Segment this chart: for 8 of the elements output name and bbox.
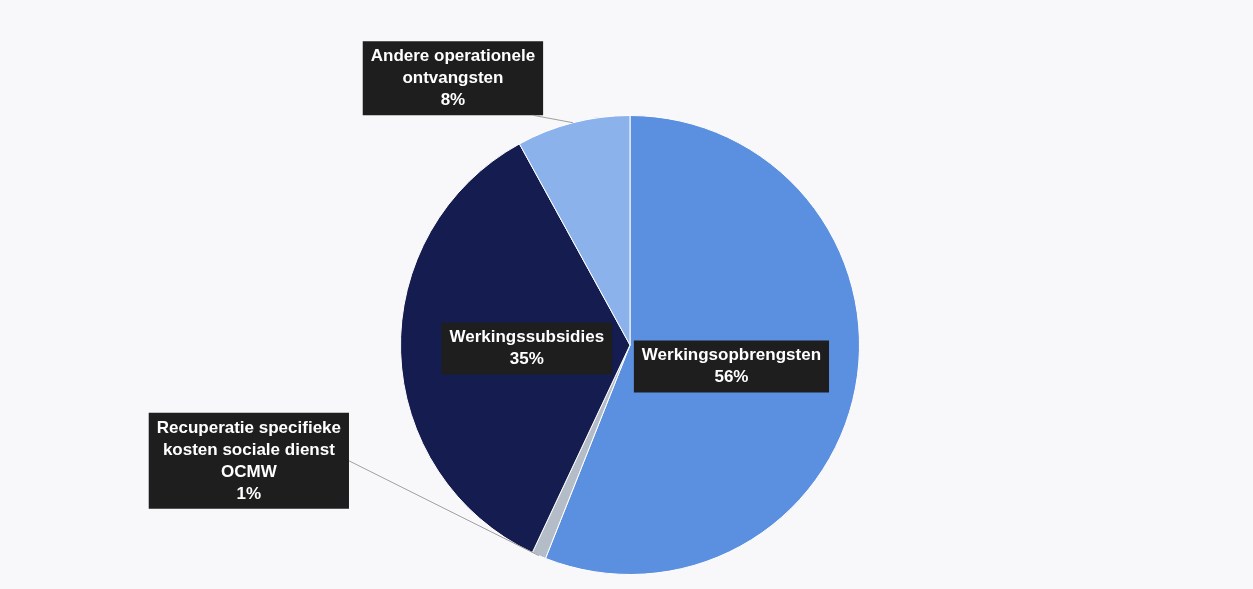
slice-label: Recuperatie specifieke kosten sociale dienst OCMW [156, 417, 341, 481]
slice-label: Werkingssubsidies [449, 327, 605, 347]
slice-label: Werkingsopbrengsten [641, 345, 822, 365]
slice-label: Andere operationele ontvangsten [370, 45, 536, 87]
data-label: 8% [440, 89, 466, 109]
data-label: 56% [714, 367, 749, 387]
data-label: 35% [509, 349, 544, 369]
data-label: 1% [236, 483, 262, 503]
